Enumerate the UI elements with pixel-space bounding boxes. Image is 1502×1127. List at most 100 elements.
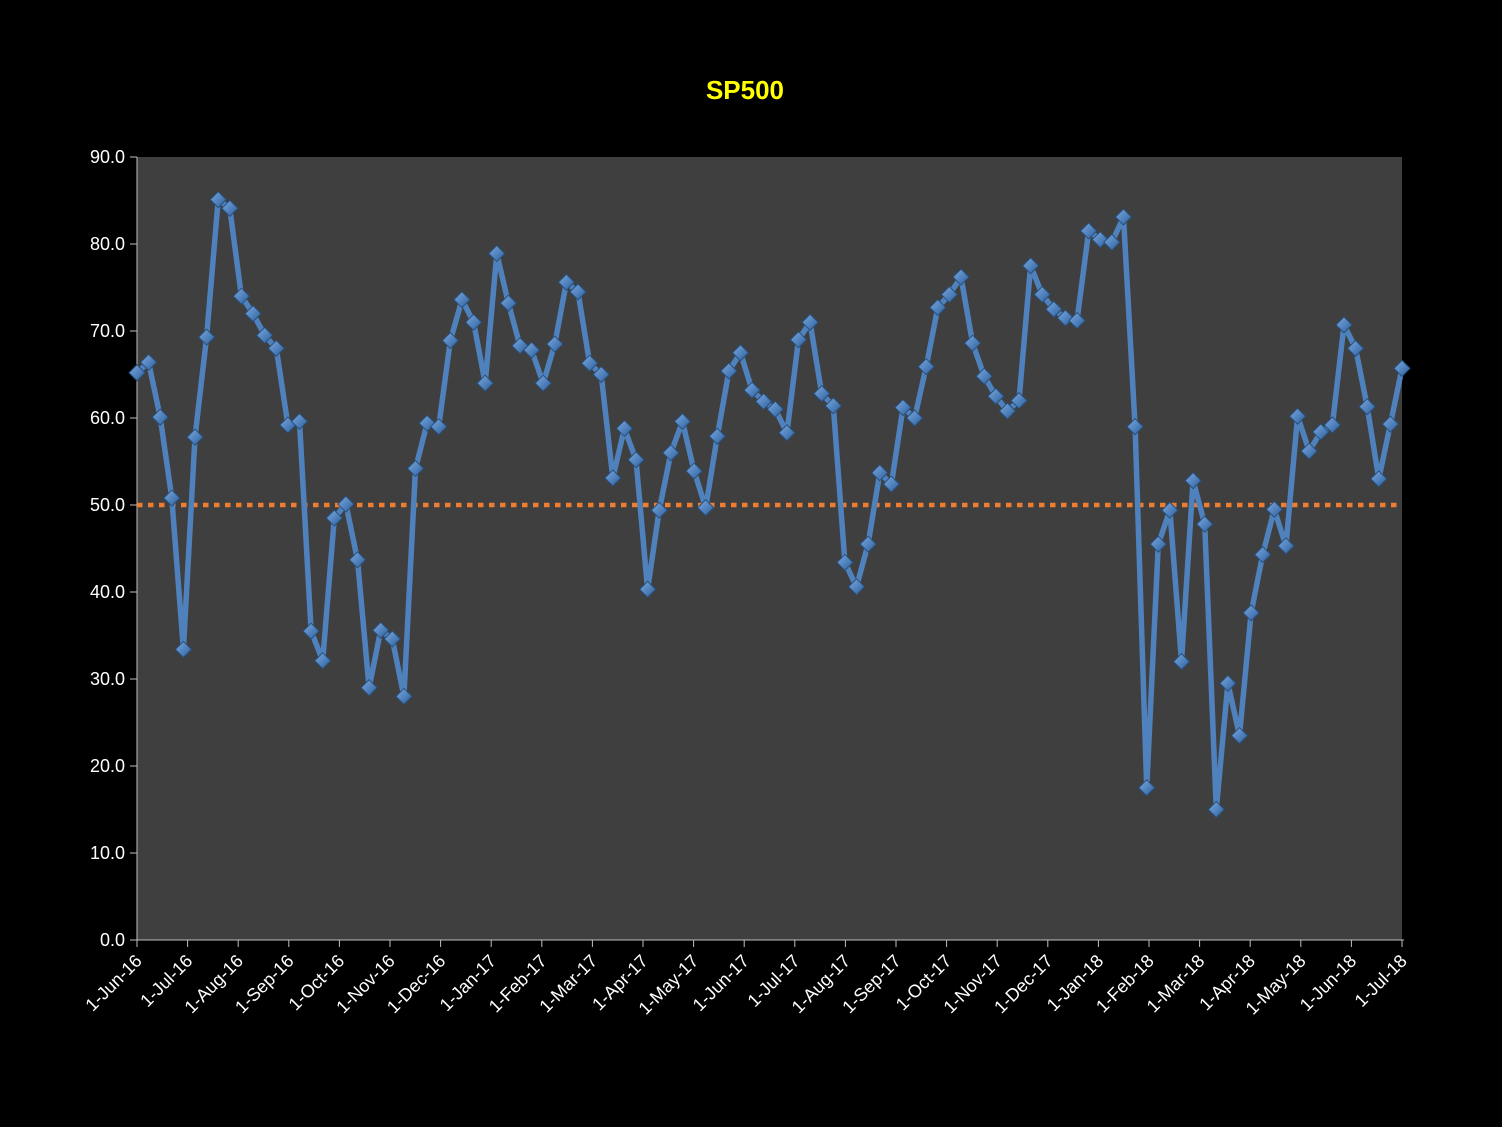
data-point-marker — [348, 551, 367, 569]
data-point-marker — [1219, 674, 1237, 693]
data-point-marker — [383, 630, 402, 648]
data-point-marker — [290, 412, 309, 431]
data-point-marker — [638, 580, 657, 599]
data-point-marker — [1242, 604, 1260, 622]
y-axis-labels: 0.0 10.0 20.0 30.0 40.0 50.0 60.0 70.0 80.0 90.0 — [90, 147, 125, 950]
data-point-marker — [1184, 471, 1202, 490]
data-point-marker — [488, 244, 506, 263]
data-point-marker — [1172, 652, 1191, 671]
y-tick-label: 10.0 — [90, 843, 125, 863]
data-point-marker — [1300, 442, 1318, 460]
chart-title: SP500 — [706, 75, 784, 105]
data-point-marker — [1277, 537, 1295, 555]
data-point-marker — [464, 313, 483, 332]
plot-area — [137, 157, 1402, 940]
data-point-marker — [1033, 285, 1051, 304]
data-point-marker — [244, 304, 262, 323]
data-point-marker — [1312, 423, 1330, 441]
data-point-marker — [696, 498, 715, 517]
data-point-marker — [1056, 309, 1075, 327]
y-tick-label: 50.0 — [90, 495, 125, 515]
data-point-marker — [406, 459, 425, 478]
y-tick-label: 80.0 — [90, 234, 125, 254]
data-point-marker — [917, 357, 935, 376]
axes — [130, 156, 1404, 947]
y-tick-label: 30.0 — [90, 669, 125, 689]
data-point-marker — [1068, 311, 1086, 330]
data-point-marker — [1230, 726, 1249, 745]
data-point-marker — [940, 285, 959, 304]
data-point-marker — [963, 334, 982, 352]
data-point-marker — [1207, 800, 1226, 819]
data-point-marker — [441, 331, 460, 350]
data-point-marker — [337, 495, 355, 513]
data-point-marker — [453, 290, 471, 309]
data-point-marker — [522, 341, 541, 359]
data-point-marker — [1265, 500, 1284, 519]
data-point-marker — [163, 489, 181, 507]
data-point-marker — [580, 354, 599, 372]
data-point-marker — [209, 190, 227, 209]
data-point-marker — [511, 337, 529, 355]
y-tick-label: 40.0 — [90, 582, 125, 602]
data-point-marker — [871, 464, 889, 482]
data-point-marker — [1137, 779, 1156, 797]
data-point-marker — [360, 678, 378, 697]
data-point-marker — [882, 475, 901, 493]
data-point-marker — [476, 374, 494, 392]
data-point-marker — [731, 344, 750, 362]
data-point-marker — [255, 326, 274, 345]
data-point-marker — [1393, 359, 1411, 378]
data-point-marker — [1288, 407, 1307, 425]
data-point-marker — [557, 273, 576, 291]
data-point-marker — [1045, 300, 1063, 318]
data-point-marker — [139, 353, 158, 372]
data-point-marker — [813, 384, 831, 403]
data-point-marker — [836, 553, 854, 572]
data-point-marker — [1010, 391, 1028, 410]
data-point-marker — [1091, 230, 1109, 249]
data-point-marker — [708, 427, 726, 445]
data-point-marker — [778, 424, 796, 442]
y-tick-label: 70.0 — [90, 321, 125, 341]
data-point-marker — [395, 687, 413, 706]
data-point-marker — [604, 469, 622, 487]
data-point-marker — [499, 294, 518, 312]
data-point-marker — [987, 387, 1005, 405]
data-point-marker — [1021, 257, 1040, 275]
data-point-marker — [1323, 416, 1342, 434]
data-point-marker — [174, 640, 193, 659]
data-point-marker — [232, 287, 251, 305]
data-point-marker — [801, 313, 819, 332]
data-point-marker — [569, 283, 587, 301]
data-point-marker — [430, 417, 448, 436]
y-tick-label: 60.0 — [90, 408, 125, 428]
data-point-marker — [685, 462, 703, 480]
data-point-marker — [720, 362, 738, 380]
data-point-marker — [1346, 339, 1365, 358]
data-point-marker — [534, 374, 552, 392]
data-point-marker — [1381, 415, 1400, 433]
y-tick-label: 20.0 — [90, 756, 125, 776]
data-point-marker — [1370, 470, 1388, 488]
data-point-marker — [302, 622, 320, 640]
data-point-marker — [650, 501, 668, 519]
data-point-marker — [766, 400, 785, 419]
y-tick-label: 0.0 — [100, 930, 125, 950]
data-point-marker — [627, 451, 645, 469]
data-point-marker — [1335, 316, 1353, 334]
data-point-marker — [186, 428, 204, 446]
data-point-marker — [975, 367, 993, 385]
data-point-marker — [859, 535, 877, 553]
data-point-marker — [418, 414, 436, 432]
data-point-marker — [1161, 501, 1179, 519]
data-point-marker — [1358, 397, 1376, 416]
data-point-marker — [894, 398, 912, 417]
data-point-marker — [1149, 535, 1167, 553]
y-tick-label: 90.0 — [90, 147, 125, 167]
data-point-marker — [1079, 222, 1098, 240]
data-point-marker — [313, 652, 332, 670]
data-point-marker — [1126, 417, 1144, 436]
